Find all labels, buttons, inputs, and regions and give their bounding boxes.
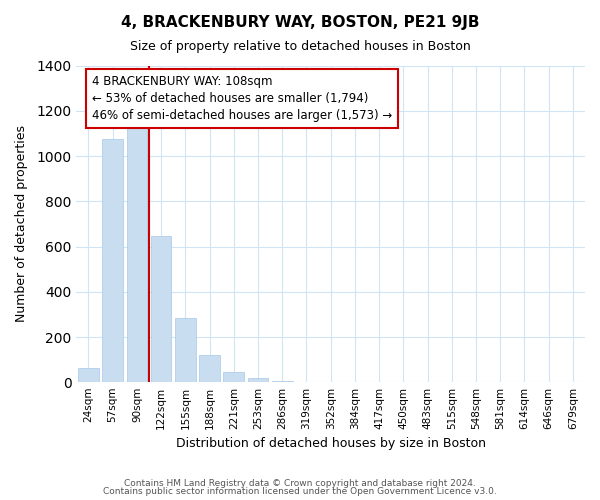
X-axis label: Distribution of detached houses by size in Boston: Distribution of detached houses by size … (176, 437, 485, 450)
Bar (223, 372, 244, 382)
Bar (272, 380, 293, 382)
Bar (199, 355, 220, 382)
Y-axis label: Number of detached properties: Number of detached properties (15, 126, 28, 322)
Text: Contains public sector information licensed under the Open Government Licence v3: Contains public sector information licen… (103, 487, 497, 496)
Text: 4, BRACKENBURY WAY, BOSTON, PE21 9JB: 4, BRACKENBURY WAY, BOSTON, PE21 9JB (121, 15, 479, 30)
Bar (78, 368, 99, 382)
Text: Size of property relative to detached houses in Boston: Size of property relative to detached ho… (130, 40, 470, 53)
Bar (248, 378, 268, 382)
Bar (175, 318, 196, 382)
Bar (127, 121, 147, 382)
Bar (103, 139, 123, 382)
Text: 4 BRACKENBURY WAY: 108sqm
← 53% of detached houses are smaller (1,794)
46% of se: 4 BRACKENBURY WAY: 108sqm ← 53% of detac… (92, 75, 392, 122)
Bar (151, 236, 172, 382)
Text: Contains HM Land Registry data © Crown copyright and database right 2024.: Contains HM Land Registry data © Crown c… (124, 478, 476, 488)
